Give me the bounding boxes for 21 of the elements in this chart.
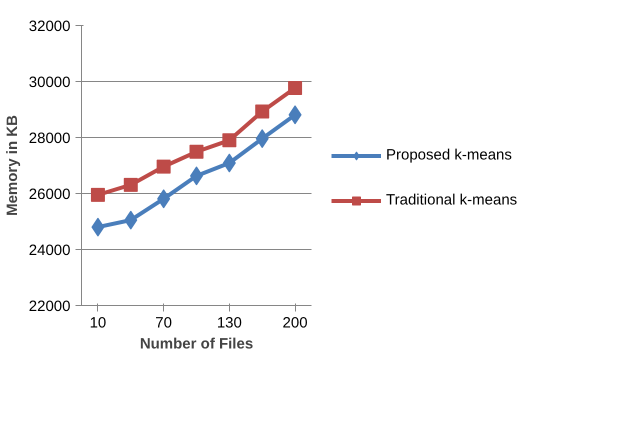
y-tick-label: 24000 [28,242,71,259]
y-tick-label: 30000 [28,74,71,91]
point [255,104,270,118]
point [288,80,302,95]
x-tick-label: 200 [282,314,308,332]
x-tick-label: 70 [155,314,172,332]
point [190,144,204,159]
legend-label: Proposed k-means [386,146,512,164]
x-axis-title: Number of Files [140,336,254,352]
point [90,188,105,202]
point [124,178,138,192]
y-tick-label: 28000 [28,130,71,147]
legend-label: Traditional k-means [386,192,518,208]
point [222,133,236,148]
y-tick-label: 32000 [28,18,71,35]
x-tick-label: 130 [216,314,242,332]
point [156,160,171,174]
y-tick-label: 22000 [28,298,71,315]
x-tick-label: 10 [90,314,106,332]
y-tick-label: 26000 [28,186,71,203]
y-axis-title: Memory in KB [4,114,21,216]
